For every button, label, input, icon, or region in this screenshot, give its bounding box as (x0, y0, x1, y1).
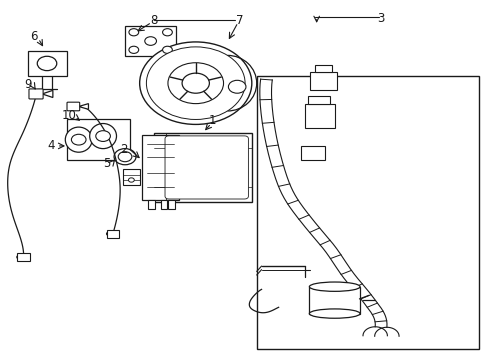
Text: 3: 3 (377, 12, 384, 25)
Circle shape (167, 63, 223, 104)
Text: 4: 4 (47, 139, 55, 152)
Bar (256, 76, 478, 348)
Text: 9: 9 (25, 78, 32, 91)
Bar (307, 96, 329, 104)
Bar (309, 287, 359, 314)
Polygon shape (42, 90, 53, 98)
Ellipse shape (114, 149, 136, 165)
Circle shape (37, 56, 57, 71)
Bar (66, 119, 130, 160)
Bar (300, 146, 325, 160)
Bar (122, 169, 140, 185)
Text: 2: 2 (120, 143, 127, 156)
Circle shape (71, 134, 86, 145)
Circle shape (96, 131, 110, 141)
Text: 6: 6 (30, 30, 38, 43)
Circle shape (128, 178, 134, 182)
Circle shape (162, 29, 172, 36)
Circle shape (129, 29, 139, 36)
Text: 7: 7 (235, 14, 243, 27)
Circle shape (182, 73, 209, 93)
FancyBboxPatch shape (67, 102, 80, 111)
Bar (160, 200, 167, 209)
Circle shape (146, 47, 244, 120)
Ellipse shape (309, 309, 359, 318)
Circle shape (162, 46, 172, 53)
Text: 10: 10 (61, 109, 76, 122)
Ellipse shape (17, 254, 30, 260)
Bar (148, 200, 155, 209)
Bar (315, 65, 331, 72)
Bar (125, 26, 176, 56)
Circle shape (140, 42, 251, 125)
Bar (167, 200, 174, 209)
Bar (17, 253, 30, 261)
Text: 5: 5 (103, 157, 110, 170)
Bar (154, 134, 251, 202)
Circle shape (144, 37, 156, 45)
Circle shape (129, 46, 139, 53)
Bar (142, 135, 178, 200)
FancyBboxPatch shape (164, 136, 248, 199)
Bar (310, 72, 336, 90)
Ellipse shape (106, 231, 119, 237)
Circle shape (228, 80, 245, 93)
Bar (305, 104, 334, 128)
Polygon shape (79, 104, 88, 109)
Text: 1: 1 (209, 114, 216, 127)
Text: 8: 8 (150, 14, 158, 27)
Bar (106, 230, 119, 238)
Bar (27, 51, 66, 76)
Ellipse shape (65, 127, 92, 152)
Circle shape (118, 152, 132, 162)
Ellipse shape (89, 123, 116, 149)
Ellipse shape (309, 282, 359, 291)
FancyBboxPatch shape (29, 89, 43, 99)
